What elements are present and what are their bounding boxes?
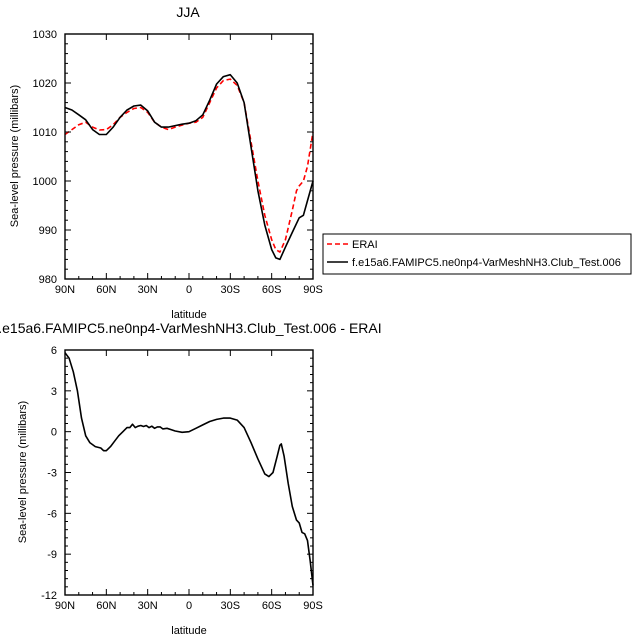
y-tick-label: -6 <box>47 508 57 520</box>
y-tick-label: -3 <box>47 468 57 480</box>
legend-label-erai: ERAI <box>352 239 378 251</box>
top-panel: JJA 90N 60N 30N 0 30S 60S 90S 980 990 1000 1010 102… <box>9 4 632 321</box>
legend-box <box>322 233 632 275</box>
y-tick-label: -9 <box>47 549 57 561</box>
top-panel-ticks: 90N 60N 30N 0 30S 60S 90S 980 990 1000 1010 1020 103… <box>33 29 323 296</box>
x-tick-label: 90S <box>303 600 323 612</box>
top-panel-title: JJA <box>176 4 200 20</box>
bottom-panel-frame <box>64 349 314 596</box>
difference-line <box>64 352 314 586</box>
y-tick-label: 1000 <box>33 176 57 188</box>
y-tick-label: -12 <box>41 590 57 602</box>
y-tick-label: 6 <box>51 345 57 357</box>
y-tick-label: 980 <box>39 274 57 286</box>
bottom-panel-ticks: 90N 60N 30N 0 30S 60S 90S -12 -9 -6 -3 0 3 6 <box>41 345 323 612</box>
x-tick-label: 60S <box>262 600 282 612</box>
bottom-panel-ylabel: Sea-level pressure (millibars) <box>17 401 29 543</box>
top-panel-ylabel: Sea-level pressure (millibars) <box>9 85 21 227</box>
top-panel-xlabel: latitude <box>171 309 206 321</box>
x-tick-label: 30N <box>138 600 158 612</box>
bottom-panel-title: f.e15a6.FAMIPC5.ne0np4-VarMeshNH3.Club_T… <box>0 320 382 336</box>
x-tick-label: 30S <box>221 600 241 612</box>
x-tick-label: 60N <box>96 284 116 296</box>
bottom-panel: f.e15a6.FAMIPC5.ne0np4-VarMeshNH3.Club_T… <box>0 320 382 637</box>
y-tick-label: 1020 <box>33 78 57 90</box>
x-tick-label: 90N <box>55 600 75 612</box>
legend-label-model: f.e15a6.FAMIPC5.ne0np4-VarMeshNH3.Club_T… <box>352 257 621 269</box>
y-tick-label: 1010 <box>33 127 57 139</box>
top-panel-frame <box>64 33 314 280</box>
x-tick-label: 30N <box>138 284 158 296</box>
bottom-panel-lines <box>64 352 314 586</box>
legend: ERAI f.e15a6.FAMIPC5.ne0np4-VarMeshNH3.C… <box>322 233 632 275</box>
x-tick-label: 60N <box>96 600 116 612</box>
x-tick-label: 60S <box>262 284 282 296</box>
y-tick-label: 990 <box>39 225 57 237</box>
top-panel-lines <box>64 73 314 261</box>
x-tick-label: 90N <box>55 284 75 296</box>
x-tick-label: 0 <box>186 600 192 612</box>
y-tick-label: 0 <box>51 427 57 439</box>
x-tick-label: 90S <box>303 284 323 296</box>
x-tick-label: 30S <box>221 284 241 296</box>
series-line-model <box>64 73 314 261</box>
x-tick-label: 0 <box>186 284 192 296</box>
y-tick-label: 3 <box>51 386 57 398</box>
y-tick-label: 1030 <box>33 29 57 41</box>
series-line-erai <box>64 78 314 253</box>
bottom-panel-xlabel: latitude <box>171 625 206 637</box>
